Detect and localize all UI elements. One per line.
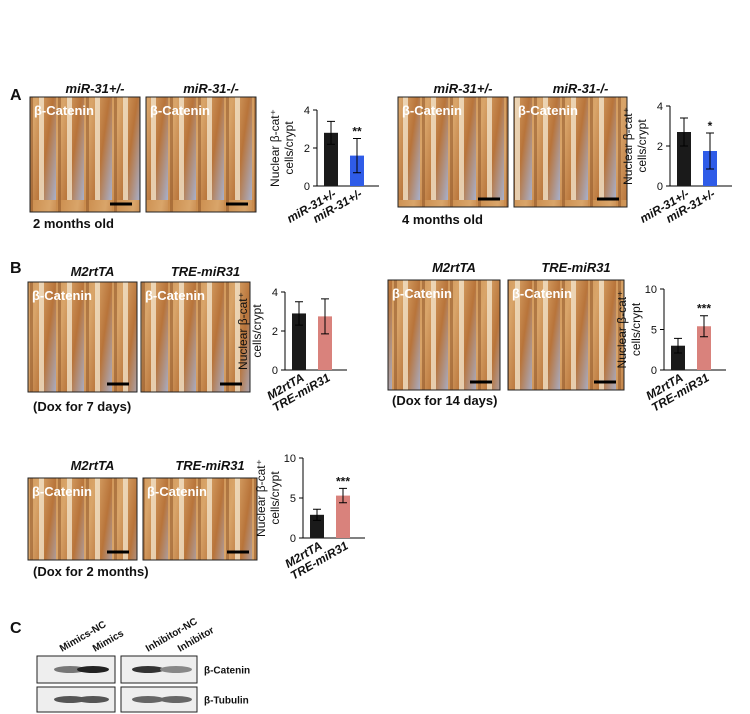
micrograph: [513, 96, 628, 208]
y-tick-label: 4: [272, 287, 278, 299]
bar: [292, 313, 306, 370]
blot-band: [54, 666, 86, 673]
image-caption: (Dox for 7 days): [33, 399, 131, 414]
image-header: miR-31+/-: [434, 81, 493, 96]
blot-band: [77, 666, 109, 673]
y-tick-label: 4: [304, 105, 310, 117]
image-header: miR-31-/-: [553, 81, 609, 96]
error-bar: [353, 138, 361, 174]
error-bar: [700, 315, 708, 338]
image-caption: (Dox for 14 days): [392, 393, 497, 408]
stain-label: β-Catenin: [402, 103, 462, 118]
stain-label: β-Catenin: [145, 288, 205, 303]
y-tick-label: 2: [657, 141, 663, 153]
row-label: β-Catenin: [204, 666, 250, 677]
bar: [671, 345, 685, 370]
blot-band: [160, 666, 192, 673]
micrograph: [387, 279, 501, 391]
stain-label: β-Catenin: [512, 286, 572, 301]
image-caption: 4 months old: [402, 212, 483, 227]
significance: ***: [336, 474, 350, 488]
image-header: M2rtTA: [71, 264, 115, 279]
micrograph: [27, 281, 138, 393]
y-tick-label: 5: [290, 493, 296, 505]
y-tick-label: 0: [290, 533, 296, 545]
y-axis-label: cells/crypt: [629, 302, 643, 356]
y-tick-label: 4: [657, 101, 663, 113]
panel-label: C: [10, 620, 22, 637]
error-bar: [321, 298, 329, 335]
micrograph: [397, 96, 509, 208]
blot-band: [132, 696, 164, 703]
y-axis-label: cells/crypt: [268, 471, 282, 525]
y-tick-label: 10: [284, 453, 296, 465]
micrograph: [142, 477, 258, 561]
image-header: miR-31+/-: [66, 81, 125, 96]
panel-label: B: [10, 260, 22, 277]
stain-label: β-Catenin: [34, 103, 94, 118]
y-axis-label: Nuclear β-cat⁺: [615, 291, 629, 369]
y-tick-label: 0: [651, 365, 657, 377]
image-header: TRE-miR31: [175, 458, 244, 473]
row-label: β-Tubulin: [204, 696, 249, 707]
y-tick-label: 0: [657, 181, 663, 193]
y-axis-label: cells/crypt: [250, 304, 264, 358]
bar: [336, 495, 350, 538]
significance: **: [352, 125, 362, 139]
y-tick-label: 10: [645, 284, 657, 296]
image-header: M2rtTA: [432, 260, 476, 275]
stain-label: β-Catenin: [392, 286, 452, 301]
blot-band: [160, 696, 192, 703]
y-tick-label: 0: [272, 365, 278, 377]
error-bar: [680, 117, 688, 147]
y-tick-label: 0: [304, 181, 310, 193]
image-header: miR-31-/-: [183, 81, 239, 96]
error-bar: [295, 301, 303, 326]
y-tick-label: 2: [304, 143, 310, 155]
y-axis-label: Nuclear β-cat⁺: [254, 459, 268, 537]
significance: ***: [697, 302, 711, 316]
image-caption: (Dox for 2 months): [33, 564, 149, 579]
y-axis-label: Nuclear β-cat⁺: [268, 109, 282, 187]
stain-label: β-Catenin: [518, 103, 578, 118]
blot-band: [77, 696, 109, 703]
stain-label: β-Catenin: [150, 103, 210, 118]
micrograph: [507, 279, 625, 391]
image-header: M2rtTA: [71, 458, 115, 473]
error-bar: [706, 132, 714, 170]
stain-label: β-Catenin: [32, 288, 92, 303]
error-bar: [327, 120, 335, 145]
stain-label: β-Catenin: [32, 484, 92, 499]
panel-label: A: [10, 87, 22, 104]
error-bar: [674, 337, 682, 354]
y-axis-label: cells/crypt: [282, 121, 296, 175]
bar: [318, 316, 332, 370]
significance: *: [708, 119, 713, 133]
blot-band: [132, 666, 164, 673]
bar: [324, 132, 338, 186]
image-header: TRE-miR31: [171, 264, 240, 279]
micrograph: [145, 96, 257, 213]
micrograph: [29, 96, 141, 213]
image-caption: 2 months old: [33, 216, 114, 231]
micrograph: [27, 477, 138, 561]
error-bar: [313, 508, 321, 521]
image-header: TRE-miR31: [541, 260, 610, 275]
error-bar: [339, 487, 347, 504]
y-tick-label: 2: [272, 326, 278, 338]
y-axis-label: Nuclear β-cat⁺: [621, 107, 635, 185]
stain-label: β-Catenin: [147, 484, 207, 499]
micrograph: [140, 281, 251, 393]
y-tick-label: 5: [651, 325, 657, 337]
y-axis-label: cells/crypt: [635, 119, 649, 173]
blot-band: [54, 696, 86, 703]
y-axis-label: Nuclear β-cat⁺: [236, 292, 250, 370]
